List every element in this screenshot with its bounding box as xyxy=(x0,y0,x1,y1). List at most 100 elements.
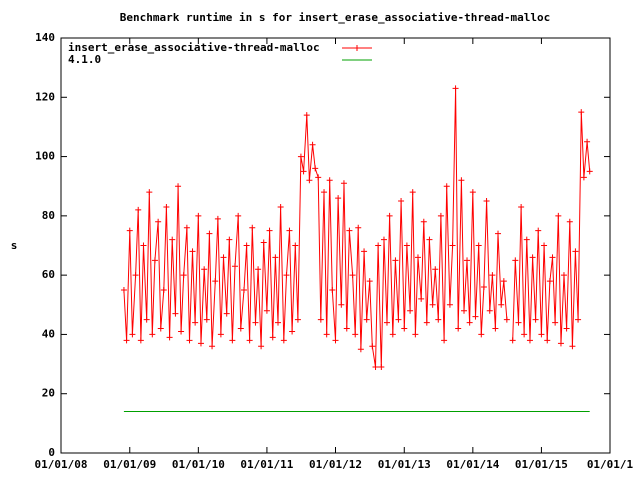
point-marker xyxy=(151,257,158,264)
point-marker xyxy=(263,307,270,314)
point-marker xyxy=(403,242,410,249)
point-marker xyxy=(214,215,221,222)
point-marker xyxy=(472,313,479,320)
point-marker xyxy=(294,316,301,323)
point-marker xyxy=(286,227,293,234)
point-marker xyxy=(183,224,190,231)
point-marker xyxy=(535,227,542,234)
point-marker xyxy=(123,337,130,344)
point-marker xyxy=(458,177,465,184)
x-tick-label: 01/01/11 xyxy=(240,458,293,471)
point-marker xyxy=(155,218,162,225)
point-marker xyxy=(569,343,576,350)
point-marker xyxy=(201,266,208,273)
y-tick-label: 120 xyxy=(35,90,55,103)
point-marker xyxy=(418,295,425,302)
chart-title: Benchmark runtime in s for insert_erase_… xyxy=(120,11,550,24)
legend-label: insert_erase_associative-thread-malloc xyxy=(68,41,320,54)
point-marker xyxy=(489,272,496,279)
point-marker xyxy=(237,325,244,332)
point-marker xyxy=(289,328,296,335)
point-marker xyxy=(521,331,528,338)
point-marker xyxy=(512,257,519,264)
point-marker xyxy=(269,334,276,341)
point-marker xyxy=(315,174,322,181)
point-marker xyxy=(258,343,265,350)
point-marker xyxy=(163,203,170,210)
point-marker xyxy=(566,218,573,225)
point-marker xyxy=(300,168,307,175)
point-marker xyxy=(500,278,507,285)
point-marker xyxy=(498,301,505,308)
point-marker xyxy=(414,254,421,261)
y-tick-label: 140 xyxy=(35,31,55,44)
point-marker xyxy=(126,227,133,234)
point-marker xyxy=(549,254,556,261)
legend-marker xyxy=(354,45,360,51)
point-marker xyxy=(529,254,536,261)
point-marker xyxy=(149,331,156,338)
point-marker xyxy=(235,212,242,219)
point-marker xyxy=(323,331,330,338)
point-marker xyxy=(297,153,304,160)
point-marker xyxy=(135,206,142,213)
point-marker xyxy=(195,212,202,219)
point-marker xyxy=(546,278,553,285)
point-marker xyxy=(523,236,530,243)
point-marker xyxy=(518,203,525,210)
point-marker xyxy=(352,331,359,338)
point-marker xyxy=(575,316,582,323)
point-marker xyxy=(317,316,324,323)
point-marker xyxy=(492,325,499,332)
point-marker xyxy=(217,331,224,338)
point-marker xyxy=(420,218,427,225)
point-marker xyxy=(375,242,382,249)
point-marker xyxy=(461,307,468,314)
point-marker xyxy=(241,286,247,293)
x-tick-label: 01/01/12 xyxy=(309,458,362,471)
point-marker xyxy=(129,331,136,338)
point-marker xyxy=(231,263,238,270)
point-marker xyxy=(423,319,430,326)
point-marker xyxy=(203,316,210,323)
x-tick-label: 01/01/09 xyxy=(103,458,156,471)
y-tick-label: 0 xyxy=(48,446,55,459)
point-marker xyxy=(389,331,396,338)
point-marker xyxy=(412,331,419,338)
point-marker xyxy=(369,343,376,350)
point-marker xyxy=(486,307,493,314)
point-marker xyxy=(395,316,402,323)
point-marker xyxy=(532,316,539,323)
point-marker xyxy=(544,337,551,344)
point-marker xyxy=(140,242,147,249)
point-marker xyxy=(272,254,279,261)
point-marker xyxy=(452,85,459,92)
point-marker xyxy=(172,310,179,317)
point-marker xyxy=(437,212,444,219)
point-marker xyxy=(255,266,262,273)
point-marker xyxy=(343,325,350,332)
point-marker xyxy=(160,286,167,293)
point-marker xyxy=(175,183,182,190)
point-marker xyxy=(223,310,230,317)
point-marker xyxy=(243,242,250,249)
point-marker xyxy=(392,257,399,264)
point-marker xyxy=(378,364,385,371)
point-marker xyxy=(226,236,233,243)
point-marker xyxy=(380,236,387,243)
point-marker xyxy=(246,337,253,344)
point-marker xyxy=(189,248,196,255)
point-marker xyxy=(329,286,336,293)
y-tick-label: 20 xyxy=(42,387,55,400)
point-marker xyxy=(580,174,587,181)
point-marker xyxy=(349,272,356,279)
point-marker xyxy=(509,337,516,344)
x-tick-label: 01/01/10 xyxy=(172,458,225,471)
point-marker xyxy=(432,266,439,273)
y-tick-label: 100 xyxy=(35,150,55,163)
point-marker xyxy=(120,286,127,293)
point-marker xyxy=(560,272,567,279)
point-marker xyxy=(495,230,502,237)
